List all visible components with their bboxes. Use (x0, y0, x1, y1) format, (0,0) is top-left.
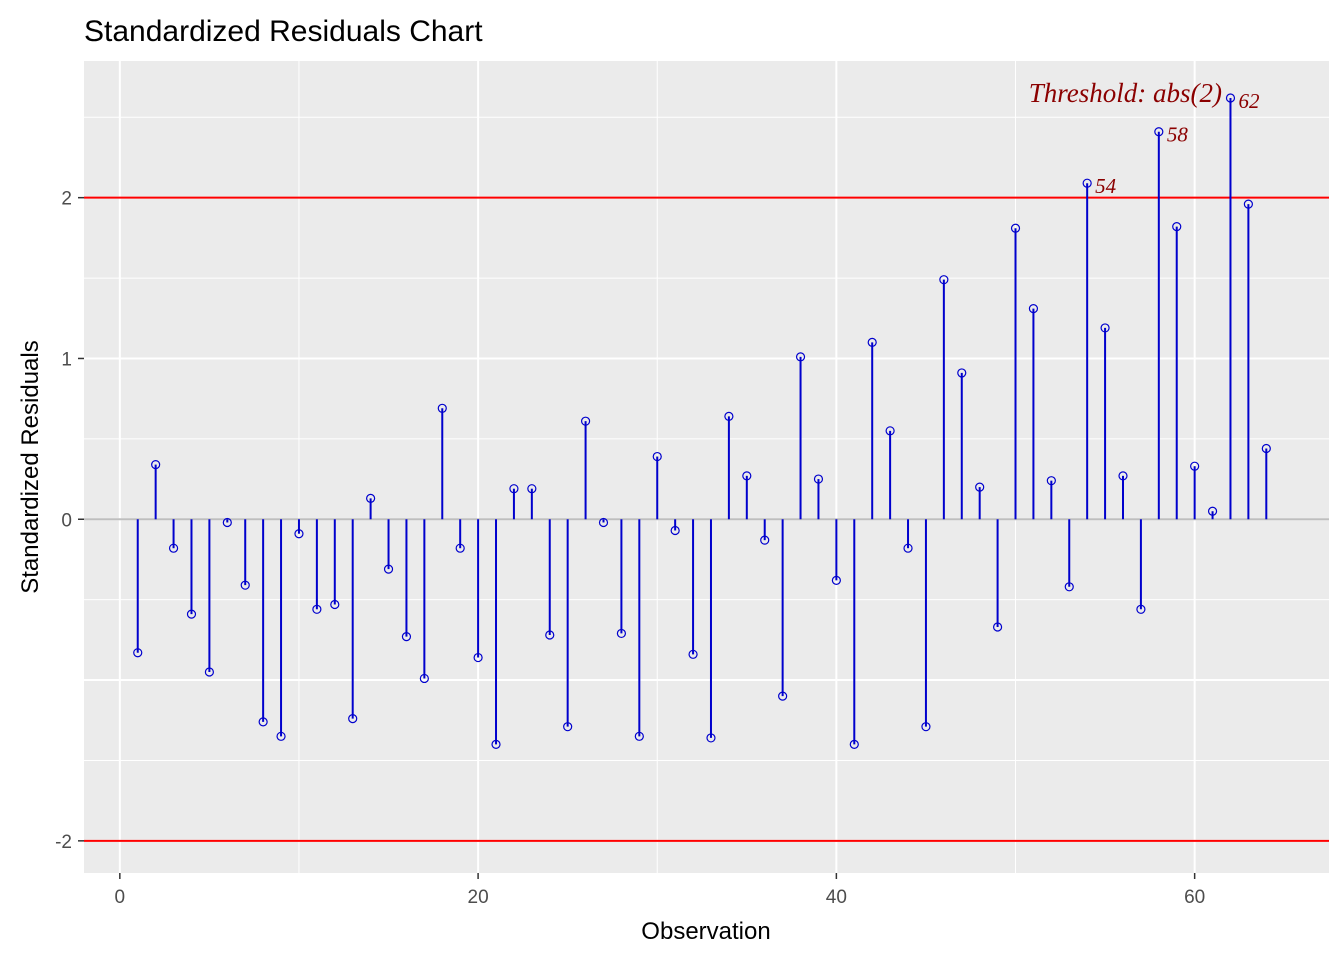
residual-point (1010, 223, 1021, 233)
residual-point (1082, 178, 1092, 188)
residual-point (724, 411, 734, 421)
residual-point (491, 739, 501, 749)
residual-point (312, 604, 322, 614)
residual-point (1100, 323, 1110, 333)
residual-point (204, 667, 214, 677)
x-axis-title: Observation (641, 918, 770, 945)
residual-point (1243, 199, 1253, 209)
residual-point (1190, 461, 1200, 471)
residual-point (133, 648, 143, 658)
residual-point (1261, 443, 1271, 454)
residual-point (366, 493, 376, 503)
residual-point (688, 649, 698, 659)
residual-point (1207, 506, 1218, 516)
outlier-label: 58 (1167, 123, 1189, 147)
residual-point (383, 564, 394, 574)
residual-point (992, 622, 1003, 632)
outlier-label: 54 (1095, 174, 1117, 198)
y-tick-label: 2 (61, 189, 72, 210)
residual-point (1172, 222, 1182, 232)
residual-point (240, 580, 250, 590)
residual-point (921, 722, 931, 732)
residual-point (652, 451, 662, 462)
residual-point (939, 275, 949, 285)
residual-point (294, 529, 304, 539)
residual-point (670, 525, 680, 536)
residual-point (778, 691, 788, 701)
residual-point (1046, 476, 1056, 486)
residual-point (885, 426, 895, 436)
residual-point (186, 609, 197, 619)
residual-point (151, 459, 161, 470)
residual-point (455, 543, 465, 553)
residual-point (975, 482, 985, 492)
residual-point (419, 673, 429, 684)
residual-point (634, 731, 644, 741)
x-tick-label: 40 (826, 887, 847, 908)
residual-point (1136, 604, 1146, 614)
residual-point (795, 352, 806, 362)
residual-point (545, 630, 555, 640)
residual-point (276, 731, 286, 741)
axes: 0 20 40 60 -2 0 1 2 (55, 189, 1205, 908)
x-tick-label: 60 (1184, 887, 1205, 908)
residual-point (509, 484, 519, 494)
x-tick-label: 20 (468, 887, 489, 908)
residual-point (957, 368, 967, 378)
residual-point (1225, 93, 1236, 103)
residual-point (903, 543, 913, 553)
residual-point (473, 652, 483, 663)
residual-point (1028, 304, 1039, 314)
residual-point (437, 403, 447, 413)
residual-point (598, 517, 609, 528)
residual-point (330, 599, 340, 610)
outlier-label: 62 (1238, 89, 1260, 113)
reference-lines (84, 196, 1329, 842)
residual-point (742, 471, 752, 481)
residual-point (258, 717, 268, 727)
residual-point (222, 517, 232, 528)
residual-point (401, 632, 412, 642)
residual-points (133, 93, 1271, 749)
y-tick-label: -2 (55, 832, 72, 853)
residual-point (831, 575, 841, 585)
point-labels: 54 58 62 (1095, 89, 1260, 198)
residual-point (348, 714, 358, 724)
residual-point (867, 337, 877, 347)
residual-point (1154, 127, 1164, 137)
residual-point (706, 733, 716, 743)
y-axis-title: Standardized Residuals (17, 340, 44, 594)
y-tick-label: 0 (61, 510, 72, 531)
residual-point (849, 739, 859, 749)
residual-point (563, 722, 573, 732)
residual-point (760, 535, 770, 545)
residual-point (527, 484, 537, 494)
plot-panel (84, 61, 1329, 873)
residual-point (616, 628, 627, 639)
residual-point (1118, 471, 1128, 481)
chart-title: Standardized Residuals Chart (84, 15, 483, 48)
residual-stems (136, 97, 1268, 745)
y-tick-label: 1 (61, 349, 72, 370)
residual-point (168, 543, 179, 553)
x-tick-label: 0 (115, 887, 126, 908)
threshold-label: Threshold: abs(2) (1029, 78, 1222, 108)
residual-point (580, 416, 591, 426)
residual-point (1064, 582, 1074, 592)
residual-point (813, 474, 824, 484)
